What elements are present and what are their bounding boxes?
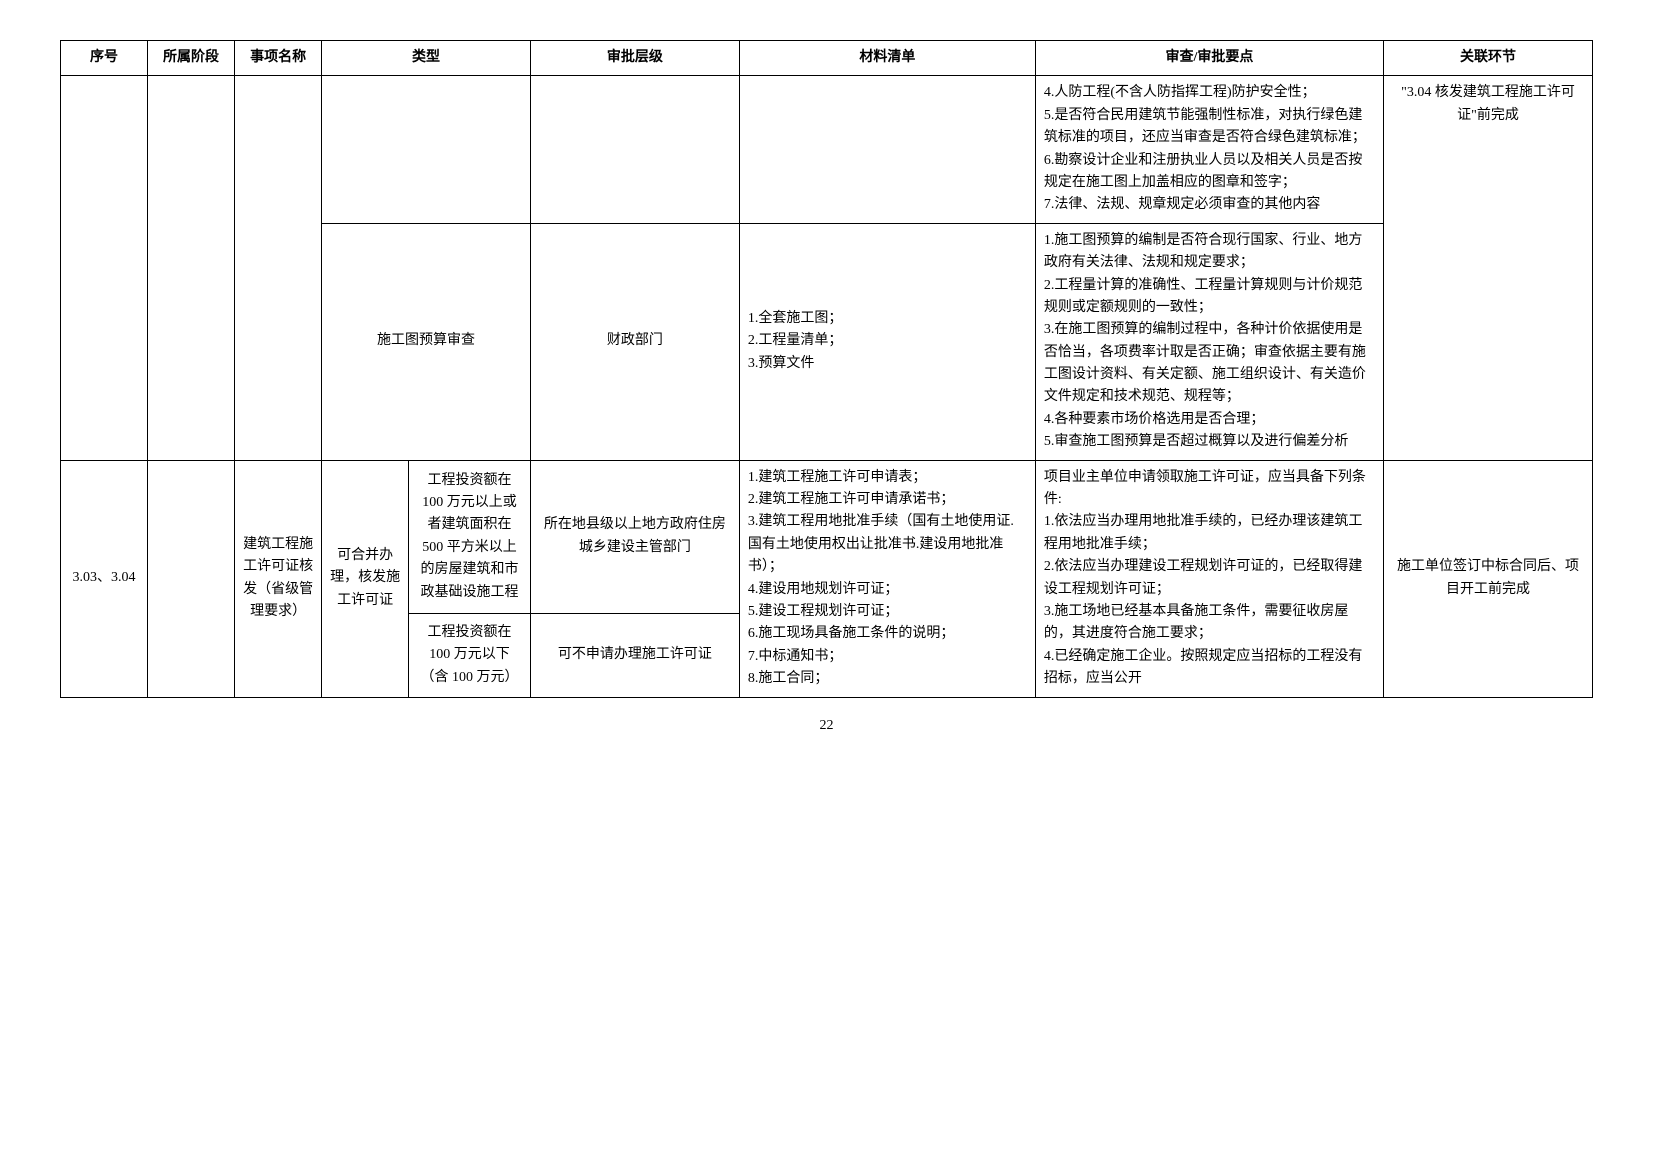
cell-points-2: 1.施工图预算的编制是否符合现行国家、行业、地方政府有关法律、法规和规定要求；2… [1035, 223, 1383, 460]
cell-related-3: 施工单位签订中标合同后、项目开工前完成 [1384, 460, 1593, 697]
table-row: 3.03、3.04 建筑工程施工许可证核发（省级管理要求） 可合并办理，核发施工… [61, 460, 1593, 613]
cell-level-a-3: 所在地县级以上地方政府住房城乡建设主管部门 [530, 460, 739, 613]
cell-points-3: 项目业主单位申请领取施工许可证，应当具备下列条件:1.依法应当办理用地批准手续的… [1035, 460, 1383, 697]
cell-level-b-3: 可不申请办理施工许可证 [530, 614, 739, 697]
cell-seq-1 [61, 76, 148, 460]
cell-name-1 [235, 76, 322, 460]
cell-seq-3: 3.03、3.04 [61, 460, 148, 697]
header-related: 关联环节 [1384, 41, 1593, 76]
cell-materials-1 [739, 76, 1035, 223]
header-level: 审批层级 [530, 41, 739, 76]
cell-materials-3: 1.建筑工程施工许可申请表；2.建筑工程施工许可申请承诺书；3.建筑工程用地批准… [739, 460, 1035, 697]
document-table-container: 序号 所属阶段 事项名称 类型 审批层级 材料清单 审查/审批要点 关联环节 4… [60, 40, 1593, 698]
cell-phase-3 [148, 460, 235, 697]
table-row: 4.人防工程(不含人防指挥工程)防护安全性；5.是否符合民用建筑节能强制性标准，… [61, 76, 1593, 223]
approval-table: 序号 所属阶段 事项名称 类型 审批层级 材料清单 审查/审批要点 关联环节 4… [60, 40, 1593, 698]
cell-type2a-3: 工程投资额在 100 万元以上或者建筑面积在500 平方米以上的房屋建筑和市政基… [409, 460, 531, 613]
header-points: 审查/审批要点 [1035, 41, 1383, 76]
cell-materials-2: 1.全套施工图；2.工程量清单；3.预算文件 [739, 223, 1035, 460]
header-type: 类型 [322, 41, 531, 76]
cell-name-3: 建筑工程施工许可证核发（省级管理要求） [235, 460, 322, 697]
header-seq: 序号 [61, 41, 148, 76]
header-materials: 材料清单 [739, 41, 1035, 76]
cell-phase-1 [148, 76, 235, 460]
header-name: 事项名称 [235, 41, 322, 76]
cell-points-1: 4.人防工程(不含人防指挥工程)防护安全性；5.是否符合民用建筑节能强制性标准，… [1035, 76, 1383, 223]
cell-level-1 [530, 76, 739, 223]
cell-type1-3: 可合并办理，核发施工许可证 [322, 460, 409, 697]
cell-level-2: 财政部门 [530, 223, 739, 460]
header-phase: 所属阶段 [148, 41, 235, 76]
table-header-row: 序号 所属阶段 事项名称 类型 审批层级 材料清单 审查/审批要点 关联环节 [61, 41, 1593, 76]
cell-type2b-3: 工程投资额在 100 万元以下（含 100 万元） [409, 614, 531, 697]
cell-type-1 [322, 76, 531, 223]
page-number: 22 [60, 718, 1593, 734]
cell-related-1: "3.04 核发建筑工程施工许可证"前完成 [1384, 76, 1593, 460]
cell-type-2: 施工图预算审查 [322, 223, 531, 460]
